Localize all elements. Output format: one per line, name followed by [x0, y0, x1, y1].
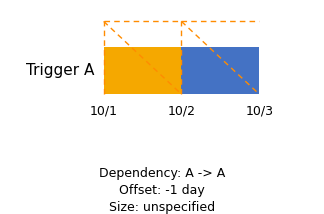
Bar: [104, 47, 181, 94]
Text: 10/1: 10/1: [90, 105, 118, 118]
Text: 10/3: 10/3: [245, 105, 273, 118]
Text: Offset: -1 day: Offset: -1 day: [119, 184, 205, 197]
Text: Dependency: A -> A: Dependency: A -> A: [99, 167, 225, 180]
Bar: [181, 47, 259, 94]
Text: Size: unspecified: Size: unspecified: [109, 201, 215, 214]
Text: 10/2: 10/2: [168, 105, 195, 118]
Text: Trigger A: Trigger A: [26, 63, 94, 78]
